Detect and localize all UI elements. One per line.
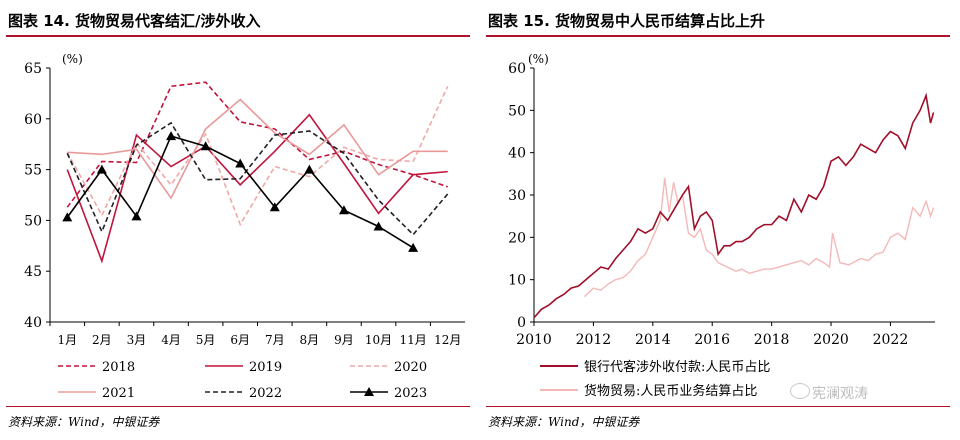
legend-label: 2023 [394, 386, 427, 401]
fx-settlement-chart: 40 45 50 55 60 65 (%) 1月 2月 3月 4月 5月 6月 7月 8月 9月 10月 11月 1… [24, 52, 465, 401]
series-line-2019 [66, 113, 448, 264]
y-tick-label: 45 [24, 264, 42, 280]
chart-title: 图表 15. 货物贸易中人民币结算占比上升 [488, 12, 766, 30]
legend-label: 银行代客涉外收付款:人民币占比 [584, 359, 770, 375]
data-point [62, 212, 73, 222]
source-rule [486, 406, 950, 407]
x-tick-label: 3月 [127, 333, 147, 347]
y-tick-label: 30 [508, 188, 526, 204]
chart-title: 图表 14. 货物贸易代客结汇/涉外收入 [8, 12, 261, 30]
x-tick-label: 8月 [300, 333, 320, 347]
y-tick-label: 55 [24, 163, 42, 179]
data-point [235, 158, 246, 168]
series-line-2020 [66, 85, 449, 227]
data-point [408, 242, 419, 252]
y-axis-unit: (%) [62, 52, 83, 66]
y-tick-label: 40 [24, 315, 42, 331]
data-point [96, 164, 107, 174]
data-point [131, 211, 142, 221]
data-point [166, 131, 177, 141]
x-tick-label: 2010 [516, 332, 552, 348]
x-tick-label: 1月 [57, 333, 77, 347]
x-tick-label: 2012 [576, 332, 612, 348]
x-tick-label: 11月 [399, 333, 426, 347]
y-tick-label: 65 [24, 61, 42, 77]
y-tick-label: 50 [508, 103, 526, 119]
y-tick-label: 60 [508, 61, 526, 77]
y-tick-label: 60 [24, 112, 42, 128]
x-tick-label: 2月 [92, 333, 112, 347]
legend-label: 2021 [102, 386, 135, 401]
legend-label: 2018 [102, 360, 135, 375]
series-line-2021 [67, 98, 448, 200]
series-line-2022 [66, 121, 449, 236]
legend-label: 货物贸易:人民币业务结算占比 [584, 383, 757, 399]
legend-marker [364, 387, 374, 396]
x-tick-label: 2016 [694, 332, 730, 348]
legend-label: 2019 [249, 360, 282, 375]
series-line-2018 [66, 81, 448, 208]
x-tick-label: 2014 [635, 332, 671, 348]
chart-panel-right: 图表 15. 货物贸易中人民币结算占比上升 0 10 20 30 40 50 60 (%) 20… [480, 0, 960, 440]
x-tick-label: 6月 [230, 333, 250, 347]
x-tick-label: 5月 [196, 333, 216, 347]
data-point [338, 205, 349, 215]
y-tick-label: 20 [508, 230, 526, 246]
source-note: 资料来源：Wind，中银证券 [488, 415, 640, 429]
x-tick-label: 10月 [365, 333, 392, 347]
y-tick-label: 50 [24, 213, 42, 229]
data-point [304, 164, 315, 174]
data-point [200, 141, 211, 151]
wechat-icon [790, 383, 810, 399]
y-tick-label: 0 [517, 315, 526, 331]
x-tick-label: 4月 [161, 333, 181, 347]
x-tick-label: 2018 [754, 332, 790, 348]
legend-label: 2022 [249, 386, 282, 401]
data-point [373, 221, 384, 231]
y-tick-label: 10 [508, 273, 526, 289]
x-tick-label: 2020 [813, 332, 849, 348]
x-tick-label: 7月 [265, 333, 285, 347]
rmb-share-chart: 0 10 20 30 40 50 60(%) 2010 2012 2014 2016 2018 2020… [508, 52, 935, 399]
title-rule [6, 35, 470, 37]
title-rule [486, 35, 950, 37]
x-tick-label: 12月 [434, 333, 461, 347]
source-note: 资料来源：Wind，中银证券 [8, 415, 160, 429]
series-line-rmb-share-settlement [533, 92, 935, 319]
y-axis-unit: (%) [528, 52, 549, 66]
legend-label: 2020 [394, 360, 427, 375]
x-tick-label: 9月 [334, 333, 354, 347]
series-line-rmb-share-goods-trade [584, 177, 935, 298]
chart-panel-left: 图表 14. 货物贸易代客结汇/涉外收入 40 45 50 55 60 65 (%) 1月 2月… [6, 12, 470, 429]
data-point [269, 202, 280, 212]
source-rule [6, 406, 470, 407]
y-tick-label: 40 [508, 146, 526, 162]
x-tick-label: 2022 [873, 332, 909, 348]
watermark: 宪澜观涛 [812, 386, 868, 402]
